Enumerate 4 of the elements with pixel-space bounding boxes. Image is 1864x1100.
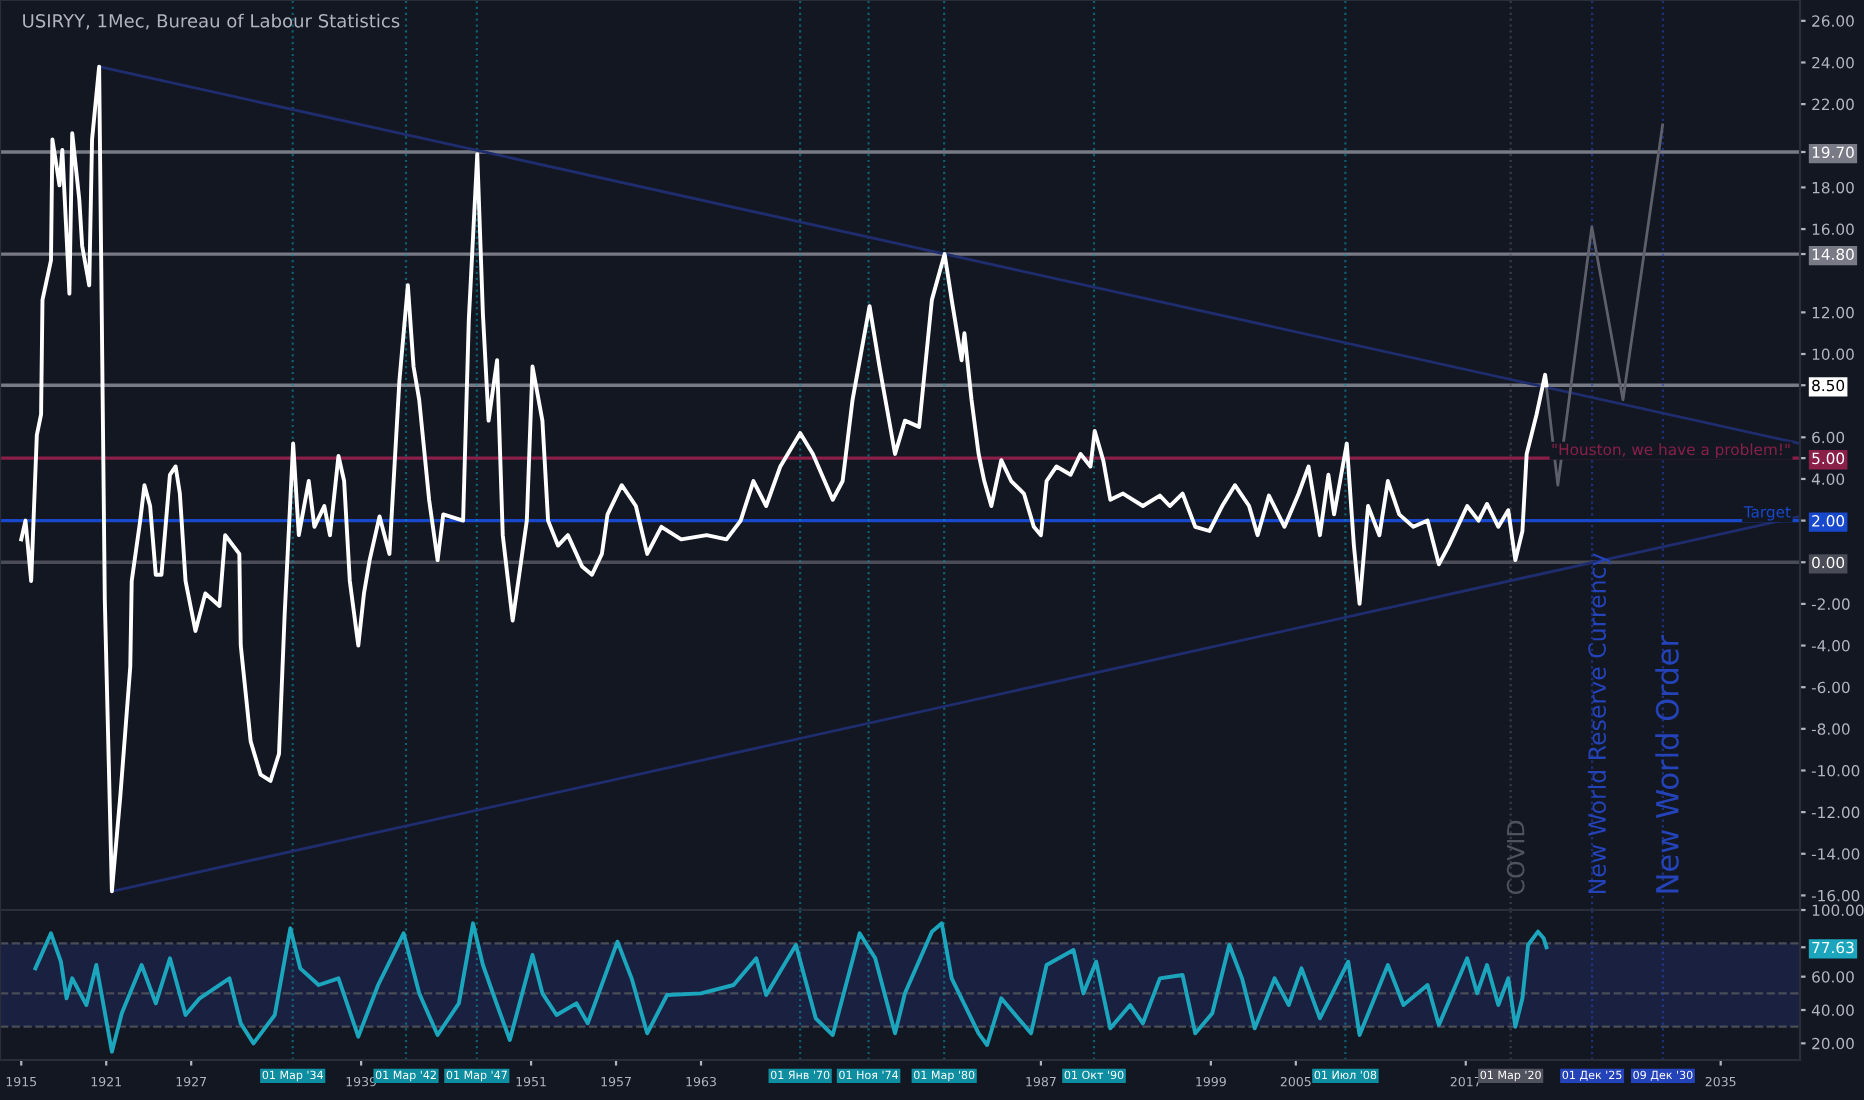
annotation: New World Order (1655, 634, 1679, 893)
annotation: COVID (1506, 820, 1525, 895)
text: USIRYY, 1Мес, Bureau of Labour Statistics (23, 13, 400, 30)
annotation: New World Reserve Currency (1587, 553, 1611, 894)
